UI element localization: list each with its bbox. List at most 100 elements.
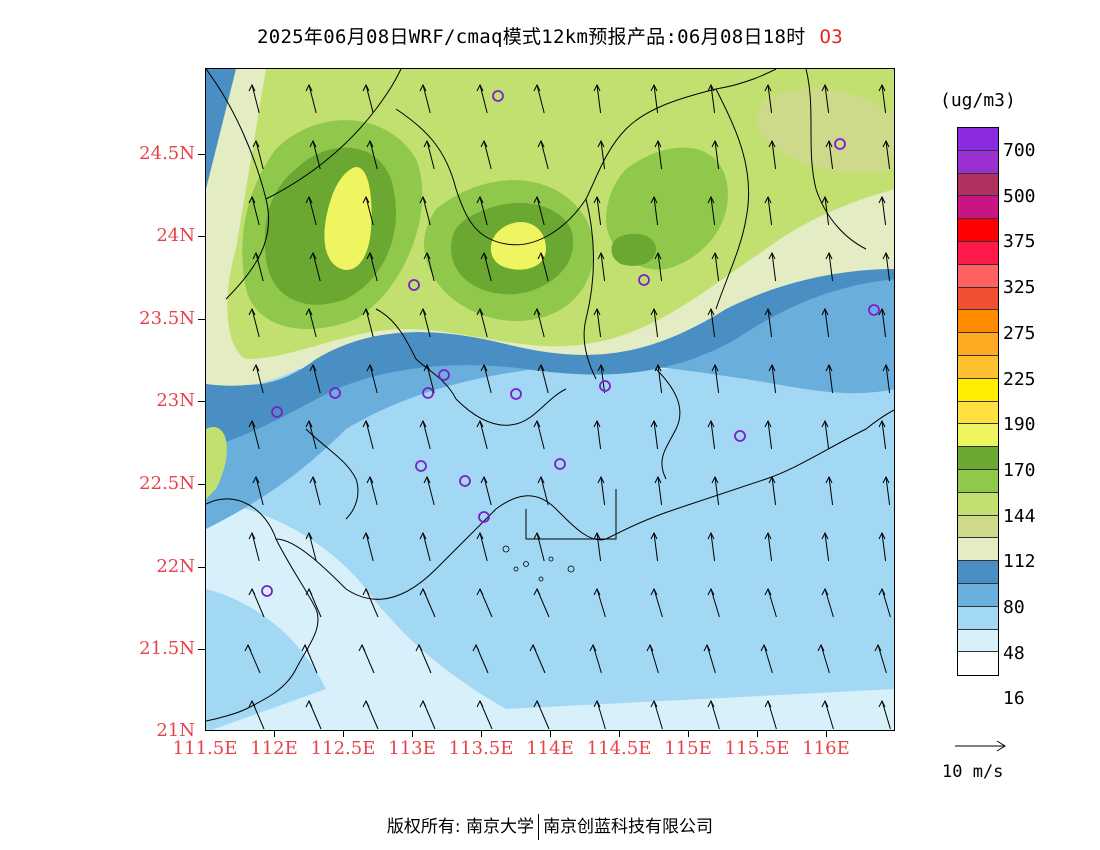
wind-arrow — [479, 84, 488, 114]
wind-arrow — [540, 140, 549, 170]
wind-arrow — [820, 644, 830, 674]
wind-arrow — [536, 308, 545, 338]
wind-arrow — [600, 140, 606, 170]
legend-swatch — [958, 128, 998, 151]
wind-arrowhead — [419, 419, 427, 428]
legend-swatch — [958, 515, 998, 539]
wind-arrowhead — [768, 139, 776, 148]
wind-arrow — [596, 532, 602, 562]
wind-arrowhead — [533, 419, 541, 428]
wind-arrowhead — [362, 195, 370, 204]
wind-arrow — [596, 196, 602, 226]
wind-arrowhead — [650, 587, 658, 596]
wind-arrowhead — [305, 307, 313, 316]
wind-arrow — [877, 644, 887, 674]
wind-arrowhead — [476, 83, 484, 92]
wind-arrowhead — [768, 251, 776, 260]
wind-arrowhead — [305, 531, 313, 540]
wind-arrowhead — [707, 195, 715, 204]
wind-arrow — [308, 196, 317, 226]
legend-swatch — [958, 606, 998, 630]
wind-arrowhead — [825, 251, 833, 260]
wind-arrow — [255, 140, 264, 170]
wind-arrow — [600, 252, 606, 282]
wind-vectors — [244, 83, 891, 730]
lat-label: 22N — [156, 556, 195, 577]
wind-arrowhead — [248, 83, 256, 92]
wind-arrowhead — [821, 587, 829, 596]
wind-arrowhead — [878, 587, 886, 596]
legend-swatch — [958, 173, 998, 197]
wind-arrow — [885, 364, 891, 394]
wind-arrow — [710, 308, 716, 338]
wind-arrow — [824, 532, 830, 562]
wind-arrowhead — [825, 475, 833, 484]
wind-arrow — [369, 476, 378, 506]
wind-arrowhead — [825, 139, 833, 148]
wind-arrow — [312, 252, 321, 282]
legend-label: 190 — [1003, 414, 1036, 436]
wind-arrow — [596, 700, 606, 730]
wind-arrow — [653, 196, 659, 226]
ozone-forecast-map[interactable] — [205, 68, 895, 731]
wind-arrow — [312, 364, 321, 394]
wind-arrowhead — [476, 587, 484, 596]
wind-arrow — [710, 532, 716, 562]
wind-arrow — [824, 84, 830, 114]
wind-arrowhead — [882, 363, 890, 372]
wind-arrow — [706, 644, 716, 674]
wind-arrowhead — [768, 363, 776, 372]
wind-arrow — [479, 308, 488, 338]
legend-unit: (ug/m3) — [940, 90, 1016, 111]
lat-label: 21.5N — [139, 638, 195, 659]
wind-arrow — [763, 644, 773, 674]
lon-tick — [550, 731, 551, 737]
wind-arrow — [422, 196, 431, 226]
wind-arrowhead — [476, 699, 484, 708]
lon-tick — [619, 731, 620, 737]
wind-arrowhead — [817, 643, 825, 652]
wind-arrow — [828, 252, 834, 282]
lon-tick — [826, 731, 827, 737]
legend-swatch — [958, 538, 998, 562]
wind-arrow — [422, 84, 431, 114]
lat-label: 22.5N — [139, 473, 195, 494]
wind-arrowhead — [537, 363, 545, 372]
wind-arrowhead — [537, 251, 545, 260]
wind-arrowhead — [472, 643, 480, 652]
wind-arrow — [483, 364, 492, 394]
wind-arrowhead — [764, 419, 772, 428]
wind-arrowhead — [589, 643, 597, 652]
wind-arrow — [649, 644, 659, 674]
wind-arrowhead — [654, 363, 662, 372]
wind-arrow — [365, 420, 374, 450]
wind-arrow — [251, 532, 260, 562]
lon-label: 115E — [664, 738, 712, 759]
wind-arrow — [824, 420, 830, 450]
wind-arrowhead — [821, 419, 829, 428]
legend-swatch — [958, 355, 998, 379]
wind-arrow — [710, 588, 720, 618]
wind-arrowhead — [309, 363, 317, 372]
wind-arrow — [536, 196, 545, 226]
lat-tick — [198, 401, 205, 402]
wind-arrowhead — [533, 83, 541, 92]
wind-arrow — [767, 700, 777, 730]
wind-arrowhead — [248, 419, 256, 428]
wind-arrow — [483, 252, 492, 282]
wind-arrowhead — [711, 475, 719, 484]
legend-label: 325 — [1003, 277, 1036, 299]
wind-arrow — [426, 364, 435, 394]
legend-label: 375 — [1003, 231, 1036, 253]
wind-arrowhead — [362, 419, 370, 428]
wind-arrowhead — [423, 251, 431, 260]
legend-label: 275 — [1003, 322, 1036, 344]
wind-arrowhead — [423, 475, 431, 484]
wind-arrowhead — [878, 531, 886, 540]
lon-label: 115.5E — [724, 738, 790, 759]
copyright-text: 版权所有: 南京大学 — [386, 817, 535, 837]
wind-arrowhead — [362, 307, 370, 316]
lon-label: 114.5E — [586, 738, 652, 759]
wind-arrowhead — [650, 307, 658, 316]
wind-arrow — [885, 252, 891, 282]
